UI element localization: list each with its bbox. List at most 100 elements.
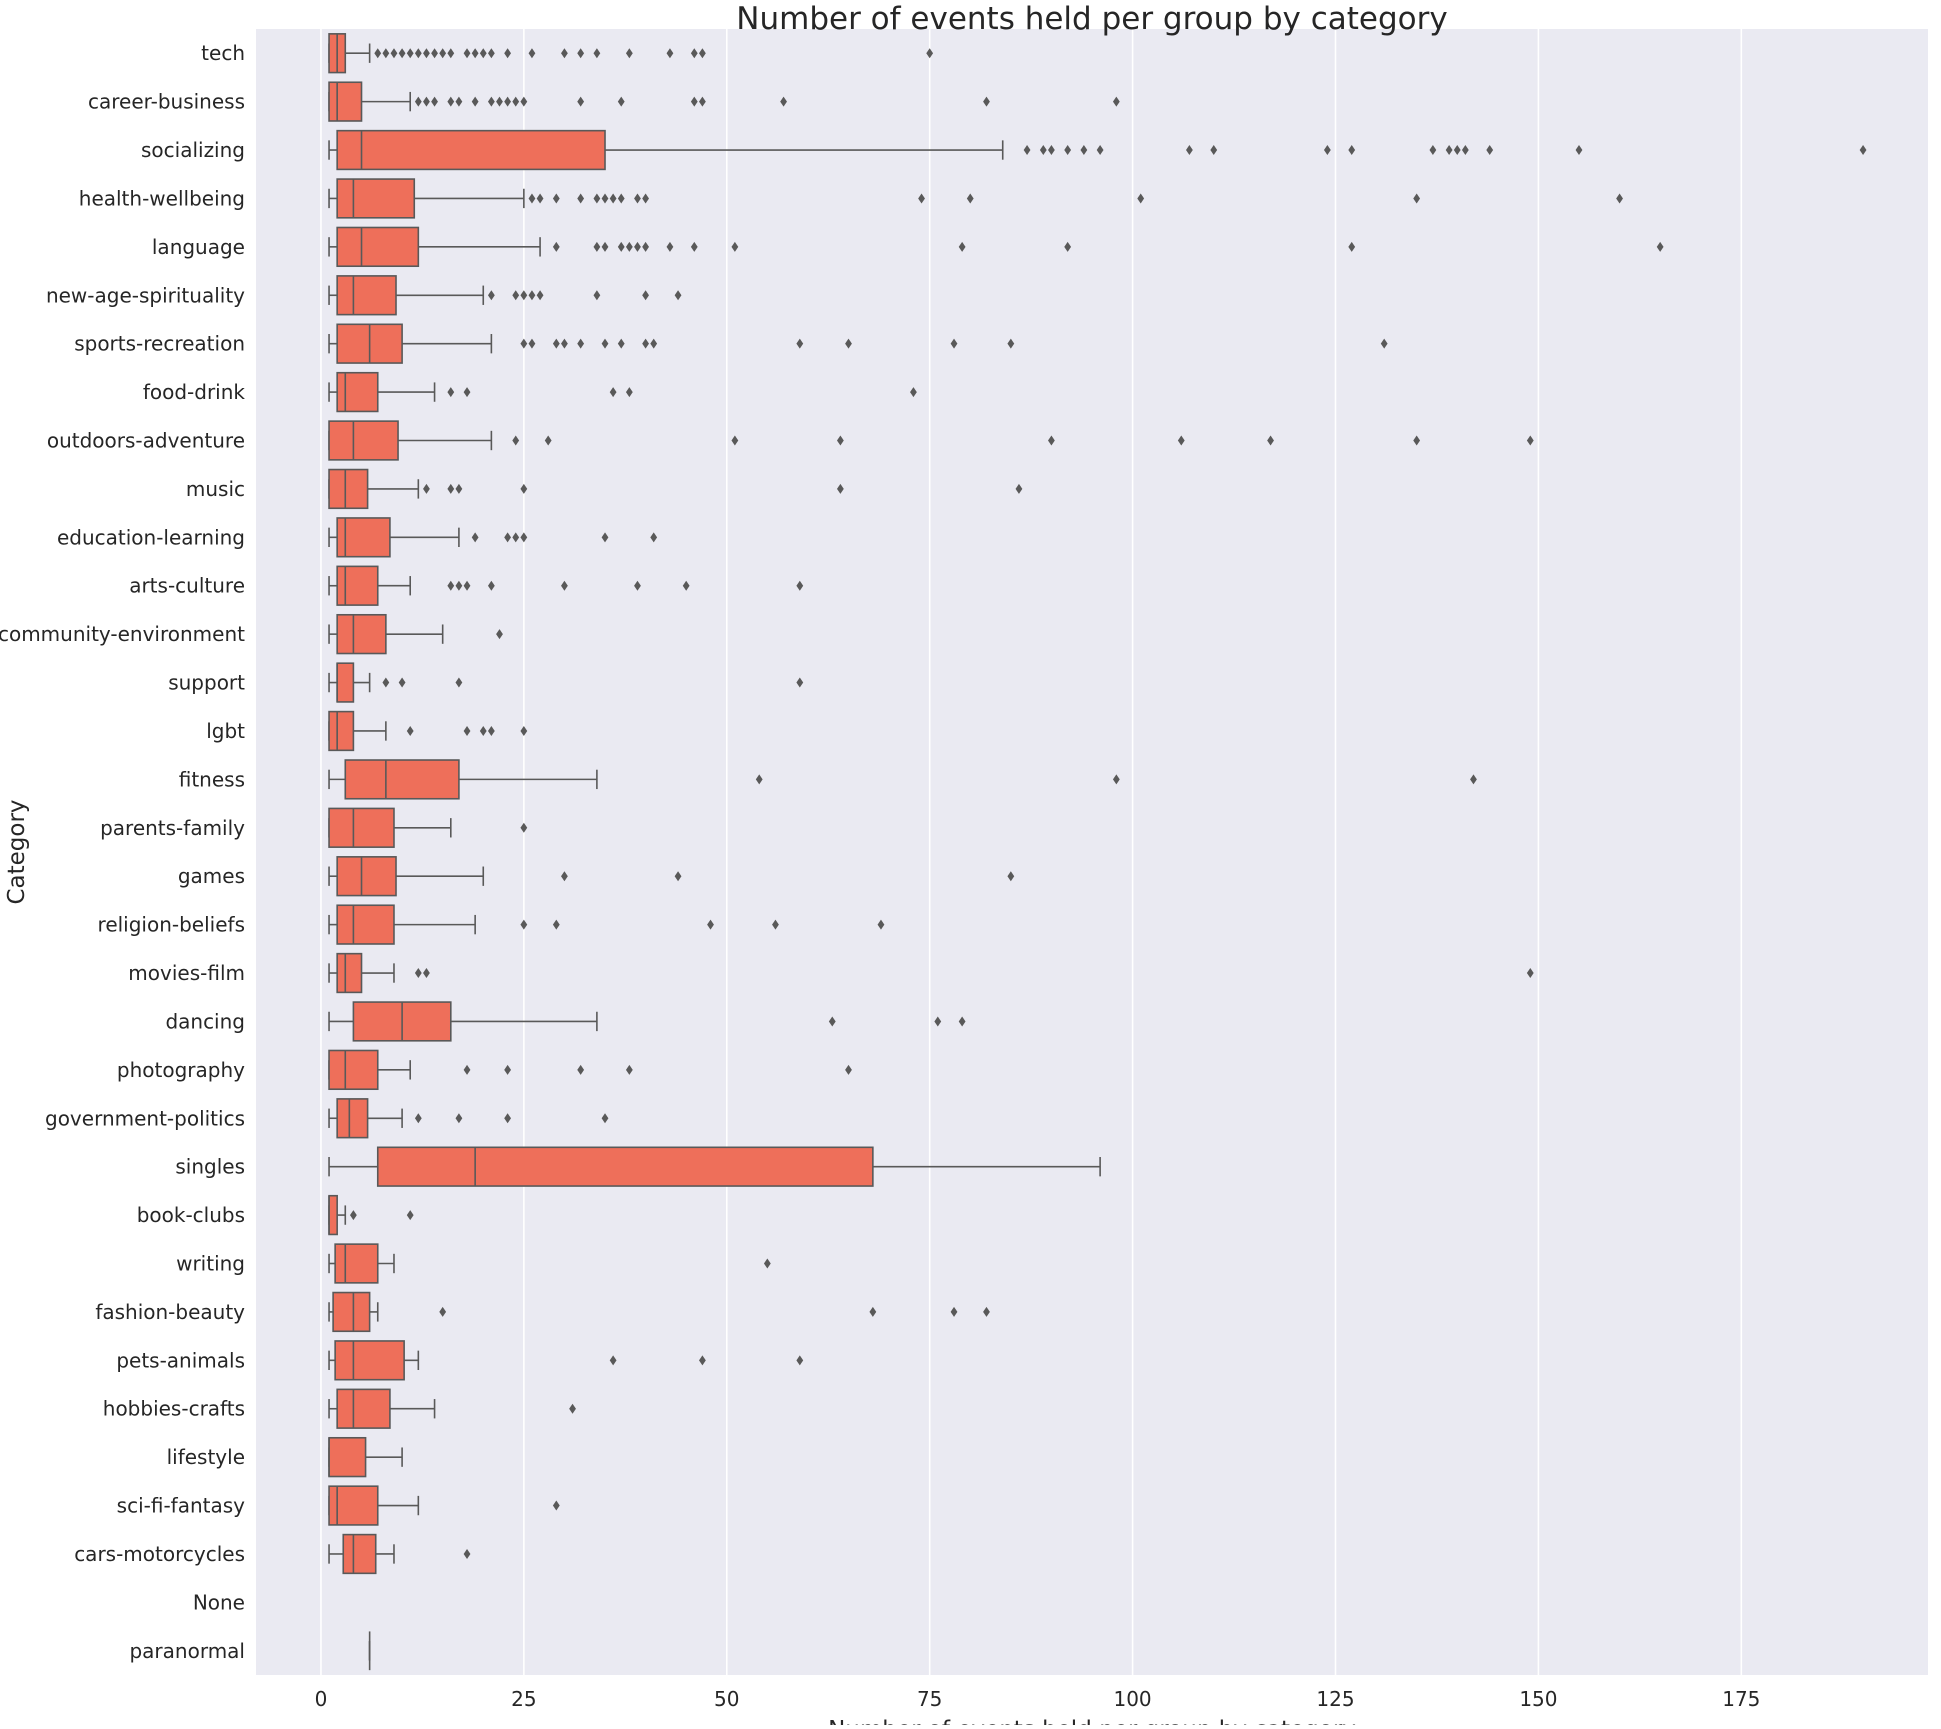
outlier-point bbox=[455, 580, 463, 591]
outlier-point bbox=[699, 1355, 706, 1366]
y-tick-label: parents-family bbox=[100, 816, 245, 840]
box-group bbox=[328, 420, 1534, 461]
box-group bbox=[328, 33, 934, 74]
outlier-point bbox=[707, 919, 714, 930]
outlier-point bbox=[504, 96, 512, 107]
outlier-point bbox=[504, 1064, 512, 1075]
outlier-point bbox=[1023, 145, 1031, 156]
outlier-point bbox=[1267, 435, 1274, 446]
outlier-point bbox=[504, 1113, 512, 1124]
y-tick-label: community-environment bbox=[0, 622, 245, 646]
x-tick-label: 25 bbox=[511, 1687, 536, 1711]
y-tick-label: outdoors-adventure bbox=[47, 429, 245, 453]
outlier-point bbox=[463, 1064, 471, 1075]
outlier-point bbox=[406, 48, 414, 59]
outlier-point bbox=[536, 290, 544, 301]
y-tick-label: fashion-beauty bbox=[95, 1300, 245, 1324]
outlier-point bbox=[520, 822, 528, 833]
outlier-point bbox=[828, 1016, 836, 1027]
outlier-point bbox=[447, 96, 455, 107]
box-group bbox=[328, 1340, 804, 1381]
box-group bbox=[328, 952, 1534, 994]
box-group bbox=[328, 565, 804, 606]
box-group bbox=[328, 129, 1867, 171]
y-tick-label: language bbox=[152, 235, 245, 259]
outlier-point bbox=[487, 580, 495, 591]
box-group bbox=[328, 1485, 560, 1526]
outlier-point bbox=[561, 580, 568, 591]
outlier-point bbox=[1048, 435, 1055, 446]
outlier-point bbox=[699, 96, 706, 107]
outlier-point bbox=[796, 580, 804, 591]
x-tick-label: 50 bbox=[714, 1687, 739, 1711]
y-tick-labels: tech career-business socializing health-wel… bbox=[0, 41, 245, 1663]
outlier-point bbox=[552, 338, 560, 349]
outlier-point bbox=[617, 96, 625, 107]
x-tick-label: 100 bbox=[1113, 1687, 1151, 1711]
y-axis-label: Category bbox=[4, 799, 30, 904]
outlier-point bbox=[552, 241, 560, 252]
outlier-point bbox=[625, 241, 633, 252]
outlier-point bbox=[487, 725, 495, 736]
box bbox=[334, 1243, 379, 1284]
outlier-point bbox=[520, 919, 528, 930]
outlier-point bbox=[796, 338, 804, 349]
outlier-point bbox=[593, 290, 601, 301]
outlier-point bbox=[958, 241, 966, 252]
x-tick-label: 75 bbox=[917, 1687, 942, 1711]
box-group bbox=[328, 613, 503, 655]
outlier-point bbox=[423, 96, 430, 107]
outlier-point bbox=[918, 193, 925, 204]
outlier-point bbox=[1048, 145, 1055, 156]
outlier-point bbox=[504, 48, 512, 59]
box bbox=[328, 468, 369, 510]
outlier-point bbox=[674, 290, 682, 301]
outlier-point bbox=[431, 48, 438, 59]
outlier-point bbox=[1112, 774, 1120, 785]
outlier-point bbox=[1096, 145, 1104, 156]
outlier-point bbox=[845, 338, 852, 349]
y-tick-label: None bbox=[193, 1590, 245, 1614]
outlier-point bbox=[447, 483, 455, 494]
outlier-point bbox=[642, 290, 649, 301]
y-tick-label: health-wellbeing bbox=[79, 186, 245, 210]
outlier-point bbox=[625, 387, 633, 398]
outlier-point bbox=[487, 290, 495, 301]
outlier-point bbox=[463, 725, 471, 736]
outlier-point bbox=[1453, 145, 1461, 156]
outlier-point bbox=[520, 725, 528, 736]
outlier-point bbox=[431, 96, 438, 107]
box-group bbox=[328, 1049, 852, 1091]
outlier-point bbox=[471, 532, 479, 543]
outlier-point bbox=[463, 580, 471, 591]
y-tick-label: music bbox=[186, 477, 245, 501]
outlier-point bbox=[447, 387, 455, 398]
outlier-point bbox=[877, 919, 885, 930]
outlier-point bbox=[552, 919, 560, 930]
outlier-point bbox=[536, 193, 544, 204]
y-tick-label: government-politics bbox=[45, 1106, 245, 1130]
outlier-point bbox=[634, 193, 641, 204]
outlier-point bbox=[455, 483, 463, 494]
y-tick-label: movies-film bbox=[128, 961, 245, 985]
y-tick-label: new-age-spirituality bbox=[46, 283, 245, 307]
box bbox=[336, 952, 363, 994]
outlier-point bbox=[1380, 338, 1388, 349]
outlier-point bbox=[642, 193, 649, 204]
outlier-point bbox=[1064, 241, 1072, 252]
outlier-point bbox=[601, 338, 609, 349]
box-group bbox=[328, 856, 1015, 897]
outlier-point bbox=[479, 48, 487, 59]
outlier-point bbox=[414, 1113, 422, 1124]
outlier-point bbox=[593, 193, 601, 204]
y-tick-label: sports-recreation bbox=[74, 332, 245, 356]
outlier-point bbox=[1575, 145, 1583, 156]
outlier-point bbox=[1526, 435, 1534, 446]
outlier-point bbox=[512, 435, 520, 446]
outlier-point bbox=[650, 532, 658, 543]
outlier-point bbox=[414, 96, 422, 107]
box-group bbox=[328, 1436, 403, 1478]
outlier-point bbox=[1137, 193, 1145, 204]
